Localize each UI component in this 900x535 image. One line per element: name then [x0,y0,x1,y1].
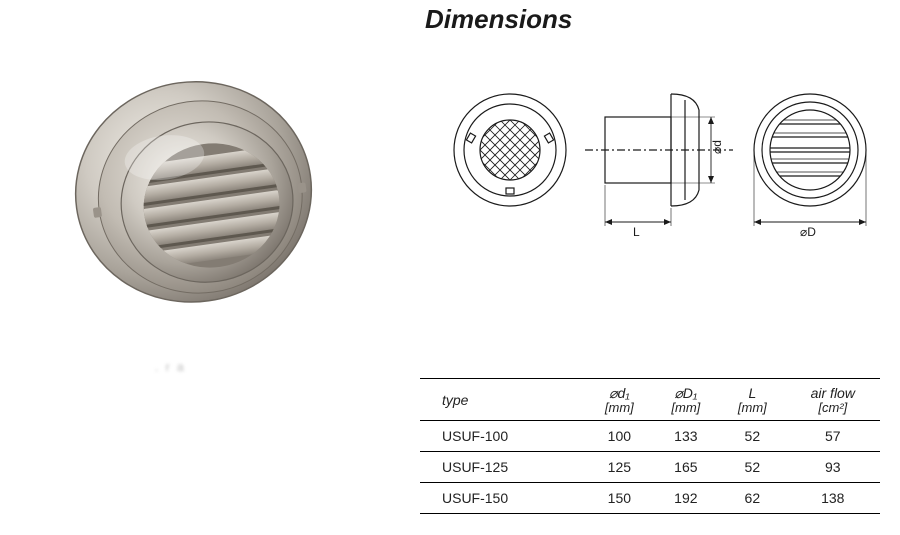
table-header-row: type ⌀d₁ [mm] ⌀D₁ [mm] L [mm] air flow [420,379,880,421]
table-row: USUF-125 125 165 52 93 [420,452,880,483]
col-D1: ⌀D₁ [mm] [653,379,720,421]
diagram-label-d: ⌀d [710,140,724,154]
dimensions-table: type ⌀d₁ [mm] ⌀D₁ [mm] L [mm] air flow [420,378,880,514]
table-row: USUF-150 150 192 62 138 [420,483,880,514]
diagram-label-D: ⌀D [800,225,816,239]
diagram-label-L: L [633,225,640,239]
col-type: type [420,379,586,421]
col-L: L [mm] [719,379,786,421]
dimension-diagrams: ⌀d L [430,70,880,250]
table-row: USUF-100 100 133 52 57 [420,421,880,452]
artifact-text: . r a [155,360,225,380]
col-airflow: air flow [cm²] [786,379,880,421]
page-title: Dimensions [425,4,572,35]
col-d1: ⌀d₁ [mm] [586,379,653,421]
product-photo [55,60,345,320]
